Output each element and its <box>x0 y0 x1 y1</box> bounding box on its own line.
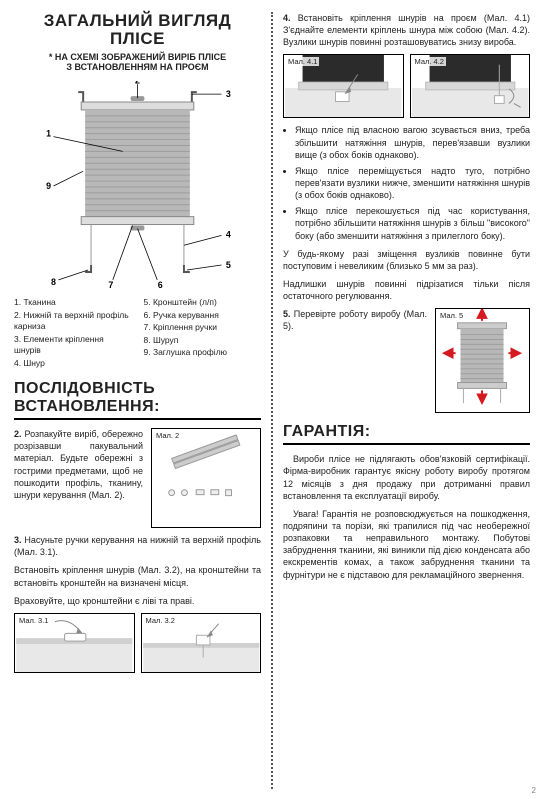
adjustment-bullets: Якщо плісе під власною вагою зсувається … <box>283 124 530 241</box>
legend-left: 1. Тканина 2. Нижній та верхній профіль … <box>14 297 132 370</box>
step-3c: Враховуйте, що кронштейни є ліві та прав… <box>14 595 261 607</box>
svg-text:4: 4 <box>226 230 231 240</box>
figure-mal31: Мал. 3.1 <box>14 613 135 673</box>
svg-text:5: 5 <box>226 260 231 270</box>
note2: Надлишки шнурів повинні підрізатися тіль… <box>283 278 530 302</box>
install-title: ПОСЛІДОВНІСТЬ ВСТАНОВЛЕННЯ: <box>14 380 261 420</box>
figs-41-42: Мал. 4.1 Мал. 4.2 <box>283 54 530 118</box>
step-3b: Встановіть кріплення шнурів (Мал. 3.2), … <box>14 564 261 588</box>
svg-text:8: 8 <box>51 277 56 287</box>
figs-31-32: Мал. 3.1 Мал. 3.2 <box>14 613 261 673</box>
step-5-row: 5. Перевірте роботу виробу (Мал. 5). Мал… <box>283 308 530 413</box>
legend-right: 5. Кронштейн (л/п) 6. Ручка керування 7.… <box>144 297 262 370</box>
svg-text:7: 7 <box>108 280 113 290</box>
left-column: ЗАГАЛЬНИЙ ВИГЛЯД ПЛІСЕ * НА СХЕМІ ЗОБРАЖ… <box>14 12 271 789</box>
figure-mal32: Мал. 3.2 <box>141 613 262 673</box>
svg-text:9: 9 <box>46 181 51 191</box>
page-number: 2 <box>532 786 536 795</box>
legend: 1. Тканина 2. Нижній та верхній профіль … <box>14 297 261 370</box>
step-4: 4. Встановіть кріплення шнурів на проєм … <box>283 12 530 48</box>
figure-mal41: Мал. 4.1 <box>283 54 404 118</box>
step-2-text: 2. Розпакуйте виріб, обережно розрізавши… <box>14 428 143 528</box>
subtitle: * НА СХЕМІ ЗОБРАЖЕНИЙ ВИРІБ ПЛІСЕ З ВСТА… <box>14 52 261 74</box>
note1: У будь-якому разі зміщення вузликів пови… <box>283 248 530 272</box>
step-3a: 3. Насуньте ручки керування на нижній та… <box>14 534 261 558</box>
svg-text:2: 2 <box>135 81 140 85</box>
svg-text:6: 6 <box>158 280 163 290</box>
main-title: ЗАГАЛЬНИЙ ВИГЛЯД ПЛІСЕ <box>14 12 261 48</box>
figure-mal2: Мал. 2 <box>151 428 261 528</box>
figure-mal42: Мал. 4.2 <box>410 54 531 118</box>
warranty-title: ГАРАНТІЯ: <box>283 423 530 445</box>
warranty-p2: Увага! Гарантія не розповсюджується на п… <box>283 508 530 581</box>
page: ЗАГАЛЬНИЙ ВИГЛЯД ПЛІСЕ * НА СХЕМІ ЗОБРАЖ… <box>0 0 544 799</box>
right-column: 4. Встановіть кріплення шнурів на проєм … <box>273 12 530 789</box>
step-2-row: 2. Розпакуйте виріб, обережно розрізавши… <box>14 428 261 528</box>
svg-text:1: 1 <box>46 129 51 139</box>
step-5-text: 5. Перевірте роботу виробу (Мал. 5). <box>283 308 427 413</box>
main-diagram: 1 2 3 4 5 6 7 8 9 <box>14 81 261 291</box>
figure-mal5: Мал. 5 <box>435 308 530 413</box>
warranty-p1: Вироби плісе не підлягають обов'язковій … <box>283 453 530 502</box>
svg-text:3: 3 <box>226 89 231 99</box>
